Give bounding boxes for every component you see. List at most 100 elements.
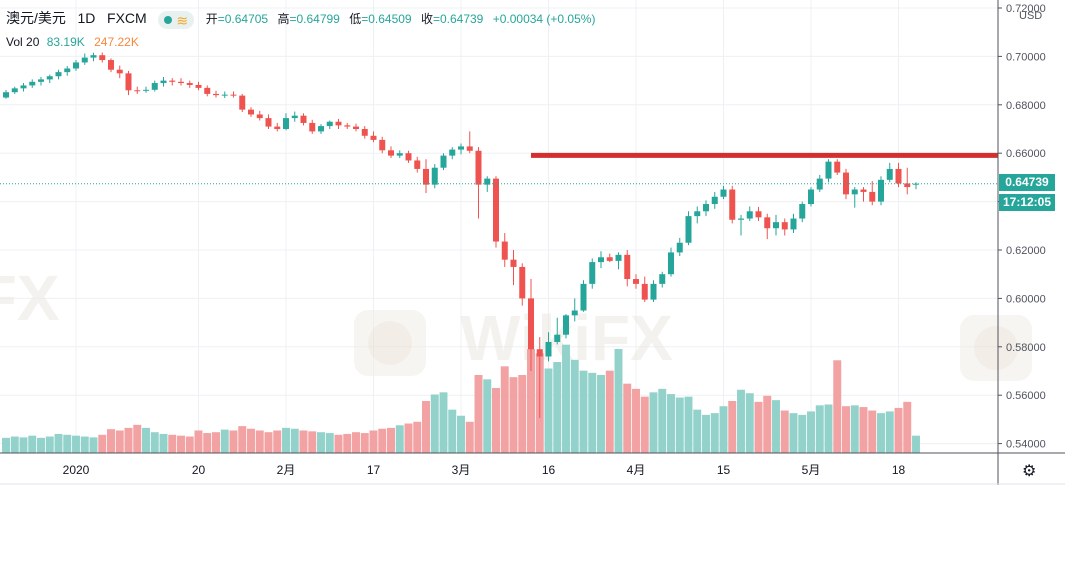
- open-value: =0.64705: [217, 12, 269, 26]
- volume-bar: [220, 429, 229, 453]
- volume-bar: [115, 430, 124, 453]
- volume-bar: [107, 429, 115, 453]
- y-tick-label: 0.62000: [1006, 245, 1046, 257]
- volume-ma-value: 247.22K: [94, 35, 139, 49]
- candle-body: [213, 93, 219, 96]
- open-label: 开: [205, 12, 218, 26]
- x-tick-label: 15: [717, 463, 731, 477]
- x-tick-label: 4月: [627, 463, 646, 477]
- candle-body: [326, 121, 333, 127]
- candle-body: [624, 254, 631, 280]
- volume-bar: [710, 413, 719, 453]
- candle-body: [248, 109, 254, 115]
- volume-bar: [98, 434, 107, 453]
- candle-body: [344, 125, 351, 127]
- volume-bar: [369, 430, 378, 453]
- volume-legend: Vol 20 83.19K 247.22K: [6, 35, 139, 49]
- candle-body: [204, 87, 211, 94]
- candle-body: [90, 55, 97, 58]
- volume-bar: [238, 426, 247, 453]
- volume-bar: [19, 437, 28, 453]
- chart-area[interactable]: WikiFX iFX 0.72000 0.70000 0.68000 0.66000 0…: [0, 0, 1065, 485]
- volume-bar: [194, 430, 203, 453]
- volume-bar: [63, 434, 72, 453]
- volume-bar: [150, 432, 159, 453]
- volume-bar: [605, 370, 614, 453]
- volume-bar: [247, 428, 255, 453]
- svg-text:iFX: iFX: [0, 262, 60, 334]
- y-tick-label: 0.58000: [1006, 342, 1046, 354]
- candle-body: [186, 83, 193, 85]
- volume-bar: [885, 411, 894, 453]
- candle-body: [239, 95, 246, 110]
- y-tick-label: 0.72000: [1006, 3, 1046, 15]
- interval[interactable]: 1D: [77, 10, 96, 26]
- volume-bar: [273, 430, 282, 453]
- y-tick-label: 0.60000: [1006, 293, 1046, 305]
- volume-bar: [334, 434, 343, 453]
- volume-bar: [667, 394, 675, 453]
- candle-body: [335, 121, 342, 126]
- candle-body: [895, 168, 902, 184]
- candle-body: [29, 81, 36, 86]
- candle-body: [886, 168, 893, 180]
- volume-bar: [509, 377, 518, 453]
- candle-body: [73, 62, 79, 69]
- volume-bar: [352, 432, 360, 453]
- volume-value: 83.19K: [46, 35, 85, 49]
- status-pill[interactable]: ≋: [158, 10, 195, 29]
- candle-body: [493, 178, 499, 242]
- volume-bar: [815, 405, 824, 453]
- volume-bar: [842, 406, 850, 453]
- volume-bar: [54, 433, 63, 453]
- volume-bar: [500, 366, 509, 453]
- candle-body: [11, 88, 18, 93]
- volume-bar: [675, 397, 684, 453]
- candle-body: [790, 218, 797, 230]
- volume-bar: [28, 435, 37, 453]
- volume-bar: [159, 433, 168, 453]
- change-value: +0.00034 (+0.05%): [492, 12, 596, 26]
- candlestick-chart[interactable]: WikiFX iFX 0.72000 0.70000 0.68000 0.66000 0…: [0, 0, 1065, 485]
- volume-bar: [833, 360, 842, 453]
- candle-body: [598, 257, 604, 263]
- volume-bar: [745, 393, 754, 453]
- volume-bar: [474, 375, 483, 453]
- volume-bar: [422, 401, 430, 453]
- volume-bar: [299, 430, 308, 453]
- candle-body: [475, 150, 482, 185]
- candle-body: [589, 262, 596, 284]
- volume-bar: [10, 436, 19, 453]
- candle-body: [641, 283, 648, 300]
- volume-bar: [623, 383, 632, 453]
- low-label: 低: [349, 12, 362, 26]
- candle-body: [563, 315, 569, 335]
- volume-bar: [632, 388, 640, 453]
- candle-body: [353, 126, 359, 129]
- volume-bar: [465, 421, 474, 453]
- candle-body: [545, 341, 552, 357]
- volume-bar: [597, 375, 605, 453]
- volume-bar: [325, 433, 334, 453]
- volume-bar: [894, 407, 903, 453]
- volume-bar: [142, 427, 150, 453]
- y-tick-label: 0.66000: [1006, 148, 1046, 160]
- symbol-name[interactable]: 澳元/美元: [6, 10, 66, 26]
- candle-body: [773, 222, 779, 229]
- volume-bar: [807, 411, 815, 453]
- candle-body: [55, 72, 62, 77]
- candle-body: [370, 135, 377, 140]
- candle-body: [860, 189, 867, 192]
- candle-body: [501, 241, 508, 260]
- ohlc-values: 开=0.64705 高=0.64799 低=0.64509 收=0.64739 …: [206, 12, 602, 26]
- settings-gear-icon[interactable]: ⚙: [1022, 463, 1037, 480]
- volume-bar: [387, 427, 395, 453]
- candle-body: [221, 94, 228, 96]
- volume-label[interactable]: Vol 20: [6, 35, 40, 49]
- volume-bar: [658, 388, 667, 453]
- y-tick-label: 0.68000: [1006, 100, 1046, 112]
- volume-bar: [693, 409, 702, 453]
- candle-body: [633, 279, 639, 284]
- x-tick-label: 18: [892, 463, 906, 477]
- volume-bar: [430, 394, 439, 453]
